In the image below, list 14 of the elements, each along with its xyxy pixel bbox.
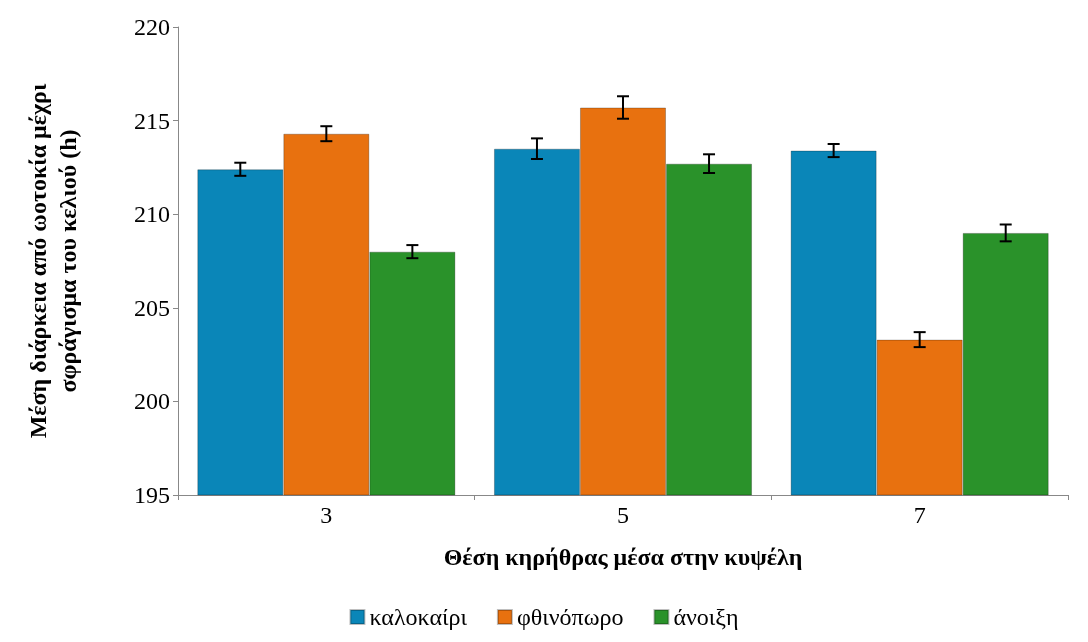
y-tick-label: 195 xyxy=(134,482,170,508)
legend-label: άνοιξη xyxy=(673,604,739,630)
y-tick-label: 220 xyxy=(134,14,170,40)
x-tick-label: 3 xyxy=(320,502,333,528)
y-tick-label: 205 xyxy=(134,294,170,321)
y-axis-title: Μέση διάρκεια από ωοτοκία μέχρι σφράγισμα του κελιού (h) xyxy=(25,83,81,439)
y-tick-label: 200 xyxy=(134,388,170,415)
y-tick-label: 215 xyxy=(134,107,170,134)
legend-label: καλοκαίρι xyxy=(369,604,468,630)
y-tick-label: 210 xyxy=(134,201,170,228)
x-tick-label: 5 xyxy=(617,502,629,528)
legend-label: φθινόπωρο xyxy=(516,604,624,630)
x-tick-label: 7 xyxy=(913,502,926,528)
x-axis-title: Θέση κηρήθρας μέσα στην κυψέλη xyxy=(443,544,803,570)
